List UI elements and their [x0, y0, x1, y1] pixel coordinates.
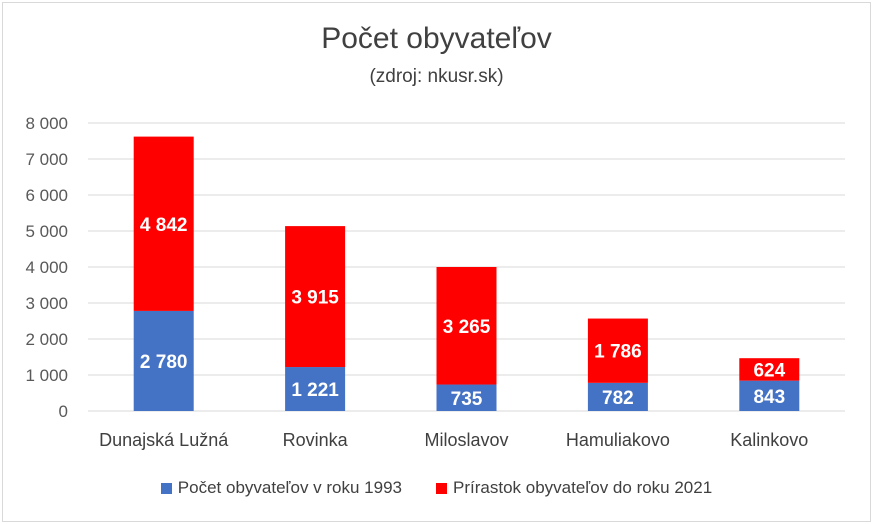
data-label: 1 221 — [291, 380, 339, 401]
data-label: 843 — [753, 387, 785, 408]
data-label: 624 — [753, 360, 785, 381]
bar-segment — [436, 384, 497, 411]
bar-segment — [285, 367, 346, 411]
y-tick-label: 8 000 — [25, 114, 68, 133]
bar-segment — [133, 136, 194, 311]
x-tick-label: Kalinkovo — [730, 430, 808, 450]
bar-segment — [587, 382, 648, 411]
legend-swatch-2021 — [436, 482, 448, 494]
bar-segment — [436, 267, 497, 385]
data-label: 1 786 — [594, 342, 642, 363]
x-tick-label: Miloslavov — [424, 430, 508, 450]
y-tick-label: 5 000 — [25, 222, 68, 241]
data-label: 3 915 — [291, 288, 339, 309]
bar-segment — [133, 310, 194, 411]
legend-item-1993: Počet obyvateľov v roku 1993 — [160, 478, 403, 498]
y-tick-label: 2 000 — [25, 330, 68, 349]
chart-title: Počet obyvateľov — [321, 22, 552, 55]
y-tick-label: 1 000 — [25, 366, 68, 385]
legend-label-2021: Prírastok obyvateľov do roku 2021 — [453, 478, 713, 497]
legend-swatch-1993 — [160, 482, 172, 494]
chart-subtitle: (zdroj: nkusr.sk) — [369, 66, 504, 87]
bar-segment — [587, 318, 648, 383]
bar-segment — [739, 380, 800, 411]
data-label: 782 — [602, 388, 634, 409]
y-tick-label: 3 000 — [25, 294, 68, 313]
legend-item-2021: Prírastok obyvateľov do roku 2021 — [436, 478, 712, 498]
y-tick-label: 0 — [59, 402, 68, 421]
data-label: 2 780 — [140, 352, 188, 373]
y-tick-label: 7 000 — [25, 150, 68, 169]
data-label: 735 — [451, 389, 483, 410]
x-tick-label: Hamuliakovo — [566, 430, 670, 450]
data-label: 4 842 — [140, 215, 188, 236]
legend-label-1993: Počet obyvateľov v roku 1993 — [177, 478, 403, 497]
data-label: 3 265 — [443, 317, 491, 338]
legend: Počet obyvateľov v roku 1993 Prírastok o… — [0, 478, 873, 498]
y-tick-label: 4 000 — [25, 258, 68, 277]
y-tick-label: 6 000 — [25, 186, 68, 205]
x-tick-label: Rovinka — [283, 430, 349, 450]
x-tick-label: Dunajská Lužná — [99, 430, 229, 450]
bar-segment — [739, 358, 800, 381]
bar-segment — [285, 226, 346, 368]
